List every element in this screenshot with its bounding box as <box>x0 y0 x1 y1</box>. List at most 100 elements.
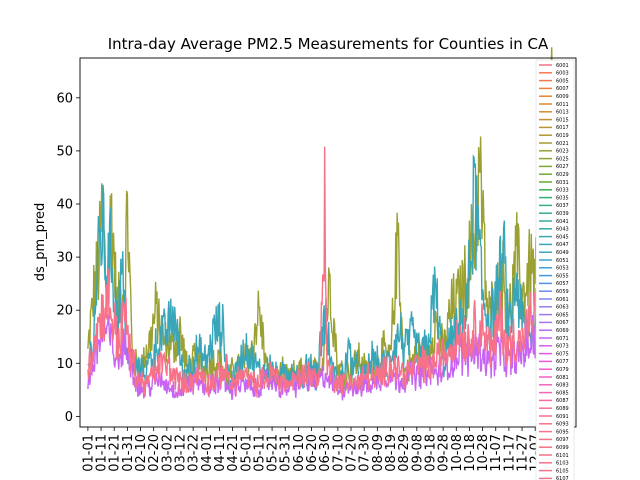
x-tick-label: 01-01 <box>81 434 96 472</box>
legend-label: 6025 <box>556 156 569 162</box>
legend-label: 6045 <box>556 234 569 240</box>
legend-label: 6091 <box>556 414 569 420</box>
y-tick-label: 40 <box>56 198 73 213</box>
series-line-pink <box>87 146 568 398</box>
legend-label: 6013 <box>556 110 569 116</box>
x-tick-label: 08-29 <box>397 434 412 472</box>
chart-title: Intra-day Average PM2.5 Measurements for… <box>108 35 549 53</box>
legend-label: 6097 <box>556 437 569 443</box>
x-tick-label: 04-11 <box>213 434 228 472</box>
x-tick-label: 10-08 <box>450 434 465 472</box>
legend-label: 6047 <box>556 242 569 248</box>
legend-label: 6059 <box>556 289 569 295</box>
legend-label: 6003 <box>556 71 569 77</box>
legend-label: 6101 <box>556 453 569 459</box>
legend-label: 6089 <box>556 406 569 412</box>
series-group <box>87 47 568 401</box>
x-tick-label: 06-30 <box>318 434 333 472</box>
legend-label: 6019 <box>556 133 569 139</box>
legend-label: 6023 <box>556 149 569 155</box>
y-tick-label: 30 <box>56 251 73 266</box>
legend-label: 6035 <box>556 195 569 201</box>
legend-label: 6051 <box>556 258 569 264</box>
legend-label: 6029 <box>556 172 569 178</box>
y-tick-label: 60 <box>56 91 73 106</box>
legend-label: 6061 <box>556 297 569 303</box>
legend-label: 6057 <box>556 281 569 287</box>
legend-label: 6067 <box>556 320 569 326</box>
legend-label: 6103 <box>556 461 569 467</box>
x-tick-label: 03-22 <box>187 434 202 472</box>
x-tick-label: 03-02 <box>160 434 175 472</box>
legend-label: 6009 <box>556 94 569 100</box>
x-tick-label: 08-09 <box>371 434 386 472</box>
x-tick-label: 04-01 <box>200 434 215 472</box>
legend-label: 6081 <box>556 375 569 381</box>
legend-label: 6085 <box>556 390 569 396</box>
x-tick-label: 06-10 <box>292 434 307 472</box>
legend-label: 6011 <box>556 102 569 108</box>
legend-label: 6087 <box>556 398 569 404</box>
x-tick-label: 05-21 <box>266 434 281 472</box>
legend-label: 6031 <box>556 180 569 186</box>
x-tick-label: 01-31 <box>121 434 136 472</box>
legend-label: 6017 <box>556 125 569 131</box>
x-tick-label: 09-18 <box>423 434 438 472</box>
legend-label: 6083 <box>556 383 569 389</box>
legend-label: 6033 <box>556 188 569 194</box>
legend-label: 6007 <box>556 86 569 92</box>
x-tick-label: 11-07 <box>489 434 504 472</box>
series-line-violet <box>87 256 568 401</box>
legend-label: 6049 <box>556 250 569 256</box>
x-tick-label: 02-20 <box>147 434 162 472</box>
x-tick-label: 11-17 <box>502 434 517 472</box>
y-tick-label: 50 <box>56 144 73 159</box>
x-tick-label: 05-01 <box>239 434 254 472</box>
x-tick-label: 09-28 <box>437 434 452 472</box>
x-tick-label: 07-20 <box>345 434 360 472</box>
x-tick-label: 01-21 <box>108 434 123 472</box>
legend-label: 6039 <box>556 211 569 217</box>
series-line-teal <box>87 154 568 393</box>
y-axis: 0 10 20 30 40 50 60 <box>56 91 80 425</box>
legend-label: 6107 <box>556 476 569 480</box>
legend-label: 6073 <box>556 344 569 350</box>
legend-label: 6065 <box>556 312 569 318</box>
x-tick-label: 08-19 <box>384 434 399 472</box>
legend-label: 6043 <box>556 227 569 233</box>
x-axis: 01-0101-1101-2101-3102-1002-2003-0203-12… <box>81 427 557 472</box>
x-tick-label: 02-10 <box>134 434 149 472</box>
legend-label: 6071 <box>556 336 569 342</box>
legend-label: 6005 <box>556 78 569 84</box>
x-tick-label: 09-08 <box>410 434 425 472</box>
legend-label: 6099 <box>556 445 569 451</box>
x-tick-label: 03-12 <box>173 434 188 472</box>
x-tick-label: 06-20 <box>305 434 320 472</box>
x-tick-label: 05-11 <box>252 434 267 472</box>
x-tick-label: 10-18 <box>463 434 478 472</box>
legend-label: 6055 <box>556 273 569 279</box>
x-tick-label: 05-31 <box>279 434 294 472</box>
x-tick-label: 10-28 <box>476 434 491 472</box>
legend-label: 6001 <box>556 63 569 69</box>
legend-label: 6041 <box>556 219 569 225</box>
legend-label: 6015 <box>556 117 569 123</box>
legend-label: 6079 <box>556 367 569 373</box>
legend-label: 6027 <box>556 164 569 170</box>
x-tick-label: 07-30 <box>358 434 373 472</box>
y-tick-label: 20 <box>56 304 73 319</box>
y-axis-title: ds_pm_pred <box>33 203 48 282</box>
legend-label: 6077 <box>556 359 569 365</box>
x-tick-label: 01-11 <box>95 434 110 472</box>
x-tick-label: 04-21 <box>226 434 241 472</box>
legend-label: 6095 <box>556 429 569 435</box>
legend-label: 6053 <box>556 266 569 272</box>
y-tick-label: 0 <box>65 410 73 425</box>
x-tick-label: 11-27 <box>516 434 531 472</box>
legend-label: 6037 <box>556 203 569 209</box>
legend-box <box>535 59 575 480</box>
y-tick-label: 10 <box>56 357 73 372</box>
legend-label: 6093 <box>556 422 569 428</box>
